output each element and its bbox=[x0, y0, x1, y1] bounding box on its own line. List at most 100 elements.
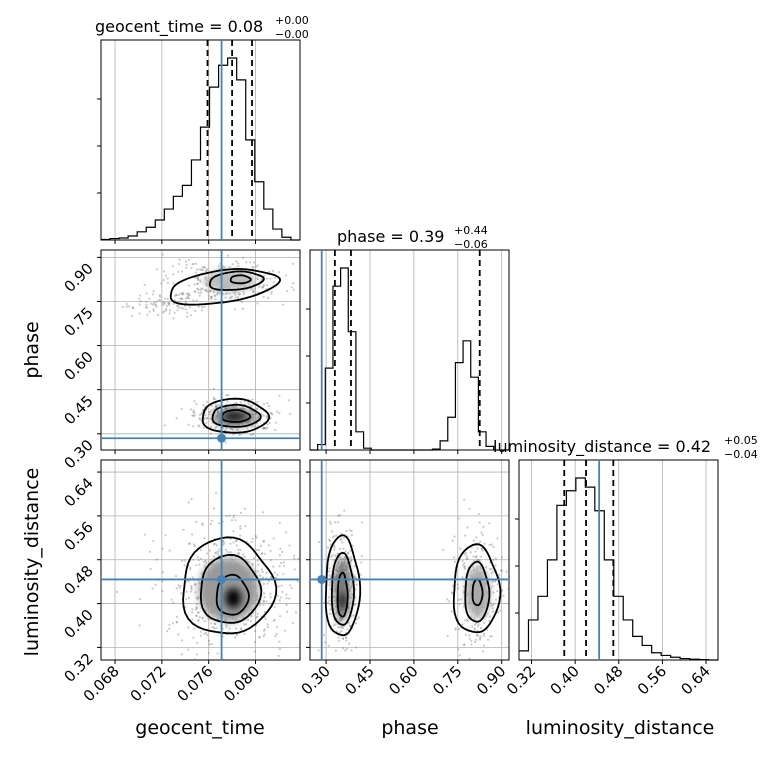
sample-point bbox=[154, 583, 157, 587]
sample-point bbox=[243, 507, 246, 510]
sample-point bbox=[263, 664, 265, 666]
sample-point bbox=[328, 599, 331, 602]
sample-point bbox=[216, 292, 219, 295]
sample-point bbox=[203, 537, 206, 540]
sample-point bbox=[261, 427, 264, 430]
sample-point bbox=[229, 296, 232, 299]
sample-point bbox=[195, 262, 198, 265]
sample-point bbox=[265, 277, 268, 280]
sample-point bbox=[165, 304, 169, 307]
sample-point bbox=[270, 576, 273, 579]
sample-point bbox=[185, 590, 188, 593]
sample-point bbox=[334, 554, 337, 557]
sample-point bbox=[217, 403, 220, 407]
sample-point bbox=[205, 289, 209, 292]
sample-point bbox=[327, 570, 331, 573]
sample-point bbox=[152, 308, 155, 311]
histogram-luminosity_distance bbox=[519, 477, 718, 661]
sample-point bbox=[238, 293, 242, 296]
sample-point bbox=[273, 618, 276, 621]
sample-point bbox=[249, 409, 252, 412]
sample-point bbox=[207, 651, 210, 654]
sample-point bbox=[276, 594, 279, 597]
sample-point bbox=[345, 529, 348, 533]
contours bbox=[324, 534, 502, 637]
sample-point bbox=[214, 542, 217, 545]
sample-point bbox=[342, 547, 345, 550]
sample-point bbox=[242, 290, 245, 293]
sample-point bbox=[164, 274, 167, 277]
sample-point bbox=[252, 290, 255, 294]
sample-point bbox=[214, 398, 217, 401]
sample-point bbox=[465, 554, 468, 558]
sample-point bbox=[179, 584, 182, 588]
sample-point bbox=[232, 530, 235, 533]
sample-point bbox=[174, 575, 178, 578]
sample-point bbox=[262, 635, 265, 638]
sample-point bbox=[468, 657, 471, 660]
sample-point bbox=[351, 593, 354, 597]
sample-point bbox=[215, 426, 218, 429]
sample-point bbox=[239, 527, 242, 530]
sample-point bbox=[188, 542, 191, 545]
sample-point bbox=[195, 403, 198, 406]
sample-point bbox=[349, 625, 352, 628]
sample-point bbox=[257, 415, 260, 418]
sample-point bbox=[245, 261, 248, 264]
sample-point bbox=[237, 291, 240, 295]
sample-point bbox=[480, 547, 483, 550]
sample-point bbox=[242, 292, 246, 296]
sample-point bbox=[213, 622, 216, 626]
sample-point bbox=[479, 635, 482, 638]
sample-point bbox=[238, 663, 240, 665]
sample-point bbox=[252, 289, 255, 292]
sample-point bbox=[350, 585, 353, 588]
sample-point bbox=[340, 629, 343, 633]
sample-point bbox=[491, 604, 494, 607]
truth-marker bbox=[217, 433, 227, 443]
sample-point bbox=[482, 634, 486, 637]
sample-point bbox=[286, 610, 289, 613]
sample-point bbox=[273, 605, 276, 609]
sample-point bbox=[176, 620, 179, 624]
sample-point bbox=[216, 667, 218, 669]
sample-point bbox=[239, 549, 242, 552]
sample-point bbox=[350, 649, 353, 652]
sample-point bbox=[146, 306, 149, 309]
tick-label-y-luminosity_distance: 0.64 bbox=[60, 474, 96, 510]
sample-point bbox=[204, 631, 208, 635]
sample-point bbox=[151, 303, 154, 306]
sample-point bbox=[189, 566, 192, 569]
sample-point bbox=[457, 587, 460, 590]
sample-point bbox=[208, 413, 211, 416]
sample-point bbox=[245, 623, 248, 626]
sample-point bbox=[253, 640, 257, 644]
sample-point bbox=[279, 596, 283, 599]
sample-point bbox=[250, 405, 253, 408]
sample-point bbox=[337, 521, 340, 524]
sample-point bbox=[121, 305, 124, 309]
sample-point bbox=[266, 426, 269, 429]
sample-point bbox=[453, 556, 456, 559]
sample-point bbox=[197, 611, 200, 614]
sample-point bbox=[186, 295, 189, 298]
sample-point bbox=[490, 635, 493, 638]
sample-point bbox=[462, 585, 466, 588]
sample-point bbox=[186, 315, 189, 318]
sample-point bbox=[225, 626, 228, 629]
sample-point bbox=[256, 559, 259, 562]
sample-point bbox=[251, 398, 254, 401]
sample-point bbox=[354, 622, 358, 625]
sample-point bbox=[184, 260, 187, 263]
sample-point bbox=[138, 303, 141, 306]
sample-point bbox=[149, 567, 152, 571]
sample-point bbox=[262, 414, 265, 417]
sample-point bbox=[215, 551, 218, 554]
sample-point bbox=[165, 309, 168, 312]
sample-point bbox=[286, 289, 289, 293]
sample-point bbox=[357, 616, 360, 619]
sample-point bbox=[293, 554, 296, 557]
sample-point bbox=[234, 627, 238, 630]
sample-point bbox=[269, 411, 272, 414]
sample-point bbox=[339, 626, 342, 629]
